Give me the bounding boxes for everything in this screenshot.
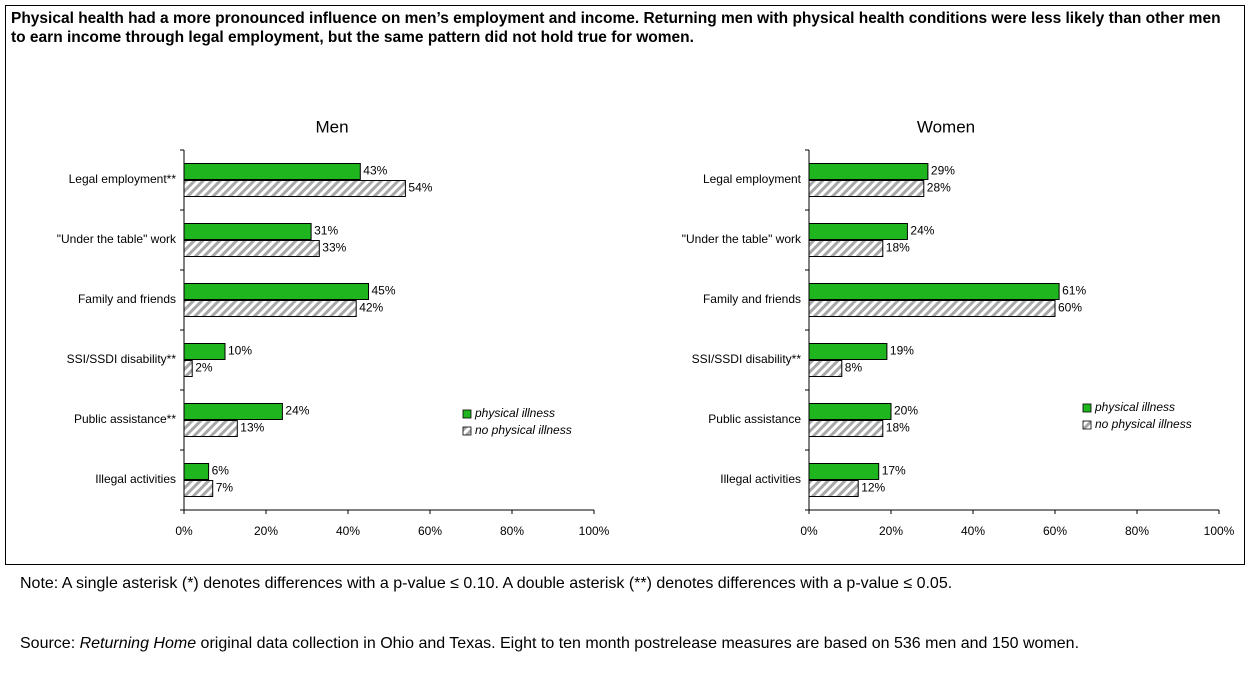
bar xyxy=(808,420,884,437)
chart-title: Women xyxy=(917,117,975,136)
legend-swatch xyxy=(462,426,472,436)
value-label: 17% xyxy=(882,464,906,478)
value-label: 60% xyxy=(1058,301,1082,315)
value-label: 24% xyxy=(285,404,309,418)
category-label: SSI/SSDI disability** xyxy=(67,352,177,366)
category-label: Legal employment xyxy=(703,172,802,186)
legend-swatch xyxy=(462,409,472,419)
value-label: 29% xyxy=(931,164,955,178)
value-label: 7% xyxy=(216,481,234,495)
x-tick-label: 0% xyxy=(800,524,818,538)
bar xyxy=(808,403,892,420)
legend-label: no physical illness xyxy=(475,423,572,437)
bar xyxy=(808,463,880,480)
bar xyxy=(808,480,859,497)
charts: Men 0% 20% 40% 60% 80% 100% Legal employment** 4… xyxy=(57,117,1235,538)
x-tick-label: 20% xyxy=(879,524,903,538)
value-label: 24% xyxy=(910,224,934,238)
bar xyxy=(183,240,320,257)
bar xyxy=(808,343,888,360)
x-tick-label: 100% xyxy=(1204,524,1235,538)
value-label: 19% xyxy=(890,344,914,358)
category-label: SSI/SSDI disability** xyxy=(692,352,802,366)
value-label: 18% xyxy=(886,241,910,255)
value-label: 8% xyxy=(845,361,863,375)
bar xyxy=(183,283,369,300)
category-label: Public assistance xyxy=(708,412,801,426)
value-label: 20% xyxy=(894,404,918,418)
legend-label: physical illness xyxy=(474,406,555,420)
x-tick-label: 60% xyxy=(418,524,442,538)
bar xyxy=(183,403,283,420)
bar xyxy=(183,300,357,317)
bar xyxy=(183,420,238,437)
note: Note: A single asterisk (*) denotes diff… xyxy=(20,575,953,592)
bar xyxy=(183,463,210,480)
value-label: 42% xyxy=(359,301,383,315)
bar xyxy=(808,180,925,197)
category-label: Legal employment** xyxy=(69,172,177,186)
category-label: "Under the table" work xyxy=(57,232,177,246)
value-label: 2% xyxy=(195,361,213,375)
legend-label: physical illness xyxy=(1094,400,1175,414)
value-label: 6% xyxy=(212,464,230,478)
category-label: Illegal activities xyxy=(95,472,176,486)
x-tick-label: 100% xyxy=(579,524,610,538)
legend-swatch xyxy=(1082,403,1092,413)
category-label: "Under the table" work xyxy=(682,232,802,246)
bar xyxy=(808,283,1060,300)
source-note: Source: Returning Home original data col… xyxy=(20,634,1235,654)
value-label: 12% xyxy=(861,481,885,495)
value-label: 54% xyxy=(408,181,432,195)
category-label: Illegal activities xyxy=(720,472,801,486)
value-label: 33% xyxy=(322,241,346,255)
value-label: 43% xyxy=(363,164,387,178)
bar xyxy=(183,163,361,180)
bar xyxy=(183,343,226,360)
bar xyxy=(808,360,843,377)
x-tick-label: 60% xyxy=(1043,524,1067,538)
chart-title: Men xyxy=(315,117,348,136)
bar xyxy=(183,180,406,197)
bar xyxy=(808,300,1056,317)
value-label: 61% xyxy=(1062,284,1086,298)
value-label: 28% xyxy=(927,181,951,195)
frame xyxy=(5,5,1245,565)
x-tick-label: 40% xyxy=(336,524,360,538)
value-label: 18% xyxy=(886,421,910,435)
legend-swatch xyxy=(1082,420,1092,430)
value-label: 31% xyxy=(314,224,338,238)
bar xyxy=(808,223,908,240)
x-tick-label: 0% xyxy=(175,524,193,538)
bar xyxy=(183,223,312,240)
value-label: 13% xyxy=(240,421,264,435)
bar xyxy=(808,163,929,180)
bar xyxy=(183,480,214,497)
x-tick-label: 20% xyxy=(254,524,278,538)
bar xyxy=(808,240,884,257)
category-label: Family and friends xyxy=(78,292,176,306)
x-tick-label: 40% xyxy=(961,524,985,538)
x-tick-label: 80% xyxy=(1125,524,1149,538)
value-label: 45% xyxy=(372,284,396,298)
value-label: 10% xyxy=(228,344,252,358)
source-text: original data collection in Ohio and Tex… xyxy=(196,635,1080,652)
category-label: Family and friends xyxy=(703,292,801,306)
bar xyxy=(183,360,193,377)
category-label: Public assistance** xyxy=(74,412,176,426)
source-text: Source: xyxy=(20,635,80,652)
source-title: Returning Home xyxy=(79,635,197,652)
heading: Physical health had a more pronounced in… xyxy=(11,10,1221,46)
x-tick-label: 80% xyxy=(500,524,524,538)
legend-label: no physical illness xyxy=(1095,417,1192,431)
